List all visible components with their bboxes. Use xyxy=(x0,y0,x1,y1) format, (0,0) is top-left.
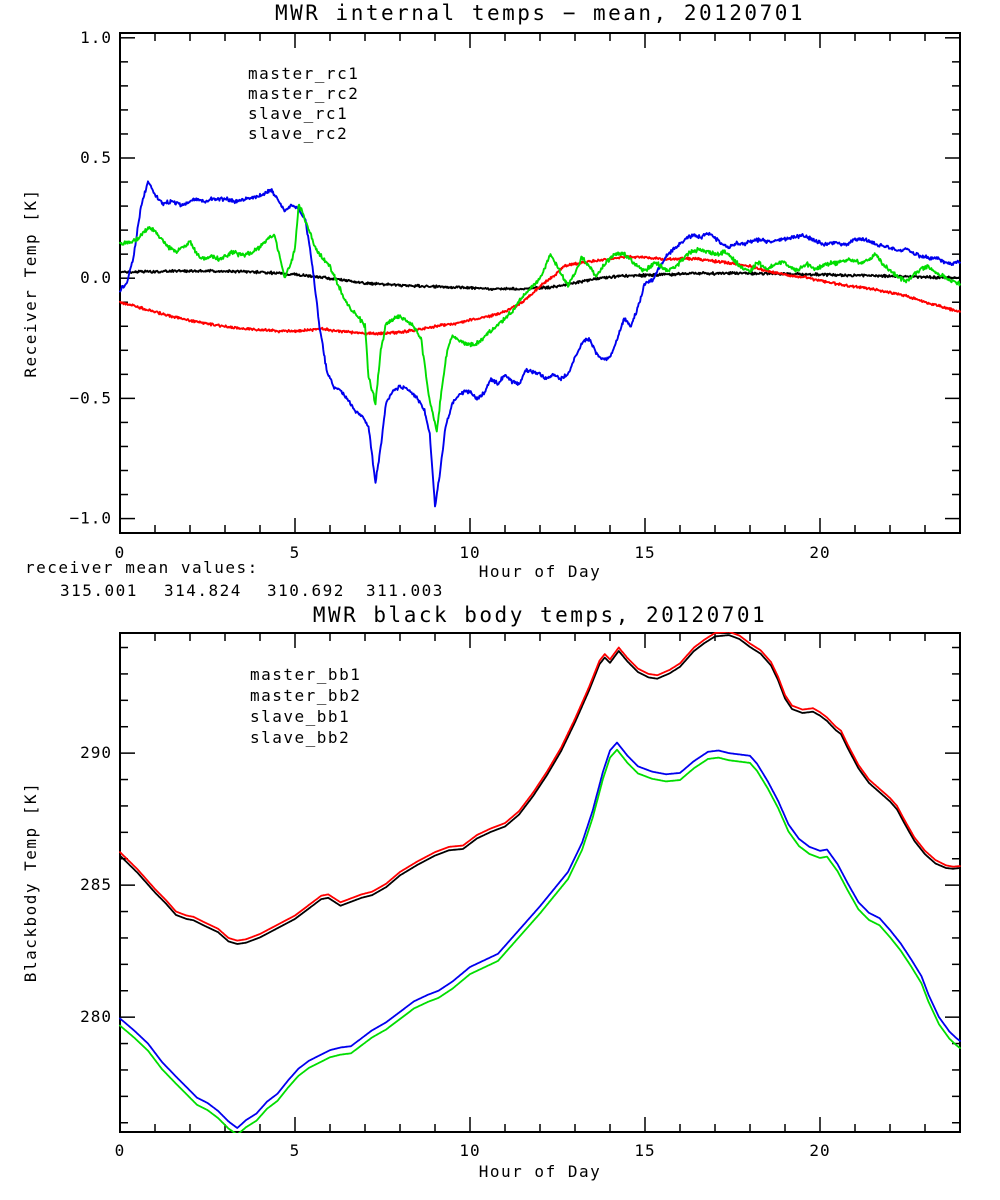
curve-slave_rc2 xyxy=(119,203,961,433)
top-chart-y-axis-label: Receiver Temp [K] xyxy=(21,188,40,377)
y-tick-label: −0.5 xyxy=(69,388,112,407)
bottom-chart-title: MWR black body temps, 20120701 xyxy=(313,603,767,627)
bottom-chart-y-axis-label: Blackbody Temp [K] xyxy=(21,782,40,982)
x-tick-label: 10 xyxy=(459,1141,480,1160)
plot-area-1: 0 5 10 15 20 290 285 280 xyxy=(80,632,961,1160)
curves xyxy=(119,632,961,1133)
x-tick-label: 5 xyxy=(290,543,301,562)
curve-slave_bb1 xyxy=(119,741,961,1129)
legend-label-slave-rc1: slave_rc1 xyxy=(248,104,348,123)
legend-label-slave-bb1: slave_bb1 xyxy=(250,707,350,726)
plot-frame xyxy=(119,32,961,534)
top-chart-title: MWR internal temps − mean, 20120701 xyxy=(275,1,805,25)
y-tick-label: 0.0 xyxy=(80,268,112,287)
y-tick-label: 0.5 xyxy=(80,148,112,167)
receiver-mean-values-label: receiver mean values: xyxy=(25,558,259,577)
legend-label-master-bb2: master_bb2 xyxy=(250,686,361,705)
generated-axes-and-curves: 0 5 10 15 201.00.50.0−0.5−1.00 5 10 15 202902852… xyxy=(69,28,961,1160)
legend-label-slave-bb2: slave_bb2 xyxy=(250,728,350,747)
top-chart-x-axis-label: Hour of Day xyxy=(479,562,601,581)
legend-label-master-rc1: master_rc1 xyxy=(248,64,359,83)
mean-value-slave-rc1: 310.692 xyxy=(267,581,345,600)
x-tick-label: 20 xyxy=(809,1141,830,1160)
x-tick-label: 10 xyxy=(459,543,480,562)
legend-label-master-rc2: master_rc2 xyxy=(248,84,359,103)
legend-label-master-bb1: master_bb1 xyxy=(250,665,361,684)
curve-slave_rc1 xyxy=(119,180,961,508)
legend-label-slave-rc2: slave_rc2 xyxy=(248,124,348,143)
curve-master_bb2 xyxy=(119,632,961,942)
y-tick-label: −1.0 xyxy=(69,509,112,528)
x-tick-label: 15 xyxy=(634,543,655,562)
y-tick-label: 280 xyxy=(80,1007,112,1026)
y-tick-label: 290 xyxy=(80,743,112,762)
x-tick-label: 0 xyxy=(115,543,126,562)
y-tick-label: 285 xyxy=(80,875,112,894)
plot-area-0: 0 5 10 15 20 1.0 0.5 0.0 −0.5 −1.0 xyxy=(69,28,961,562)
bottom-chart-x-axis-label: Hour of Day xyxy=(479,1162,601,1181)
x-tick-label: 0 xyxy=(115,1141,126,1160)
x-tick-label: 15 xyxy=(634,1141,655,1160)
curves xyxy=(119,180,961,508)
curve-slave_bb2 xyxy=(119,748,961,1133)
curve-master_bb1 xyxy=(119,634,961,945)
mean-value-master-rc1: 315.001 xyxy=(60,581,138,600)
plot-frame xyxy=(119,632,961,1133)
mean-value-master-rc2: 314.824 xyxy=(164,581,242,600)
y-tick-label: 1.0 xyxy=(80,28,112,47)
mean-value-slave-rc2: 311.003 xyxy=(366,581,444,600)
x-tick-label: 5 xyxy=(290,1141,301,1160)
x-tick-label: 20 xyxy=(809,543,830,562)
curve-master_rc2 xyxy=(119,254,961,336)
